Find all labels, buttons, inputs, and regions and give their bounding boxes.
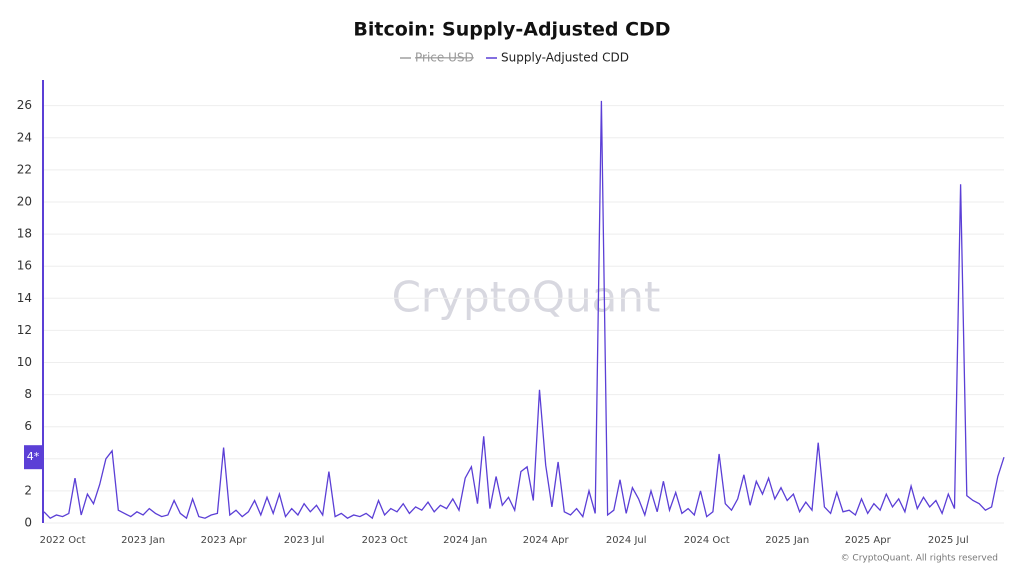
y-tick-label: 0 [24, 516, 32, 530]
y-tick-label: 16 [17, 259, 32, 273]
x-tick-label: 2022 Oct [40, 535, 86, 546]
x-tick-label: 2025 Jul [928, 535, 969, 546]
y-tick-label: 12 [17, 323, 32, 337]
x-tick-label: 2023 Oct [362, 535, 408, 546]
x-tick-label: 2023 Apr [201, 535, 248, 546]
copyright: © CryptoQuant. All rights reserved [841, 554, 998, 564]
current-value-label: 4* [27, 450, 40, 463]
x-tick-label: 2023 Jul [284, 535, 325, 546]
legend-entry[interactable]: Price USD [415, 51, 474, 65]
x-tick-label: 2023 Jan [121, 535, 165, 546]
legend-entry[interactable]: Supply-Adjusted CDD [501, 51, 629, 65]
y-tick-label: 14 [17, 291, 32, 305]
y-tick-label: 6 [24, 419, 32, 433]
x-tick-label: 2024 Apr [523, 535, 570, 546]
x-tick-label: 2025 Jan [765, 535, 809, 546]
x-tick-label: 2024 Jan [443, 535, 487, 546]
y-tick-label: 26 [17, 98, 32, 112]
current-value-badge [24, 445, 43, 470]
y-tick-label: 20 [17, 194, 32, 208]
x-tick-label: 2024 Jul [606, 535, 647, 546]
y-tick-label: 10 [17, 355, 32, 369]
y-tick-label: 24 [17, 130, 32, 144]
y-tick-label: 22 [17, 162, 32, 176]
x-tick-label: 2025 Apr [845, 535, 892, 546]
chart-title: Bitcoin: Supply-Adjusted CDD [353, 19, 670, 41]
y-tick-label: 8 [24, 387, 32, 401]
y-tick-label: 2 [24, 483, 32, 497]
y-tick-label: 18 [17, 227, 32, 241]
x-tick-label: 2024 Oct [684, 535, 730, 546]
watermark: CryptoQuant [392, 273, 661, 322]
data-line [43, 100, 1005, 520]
